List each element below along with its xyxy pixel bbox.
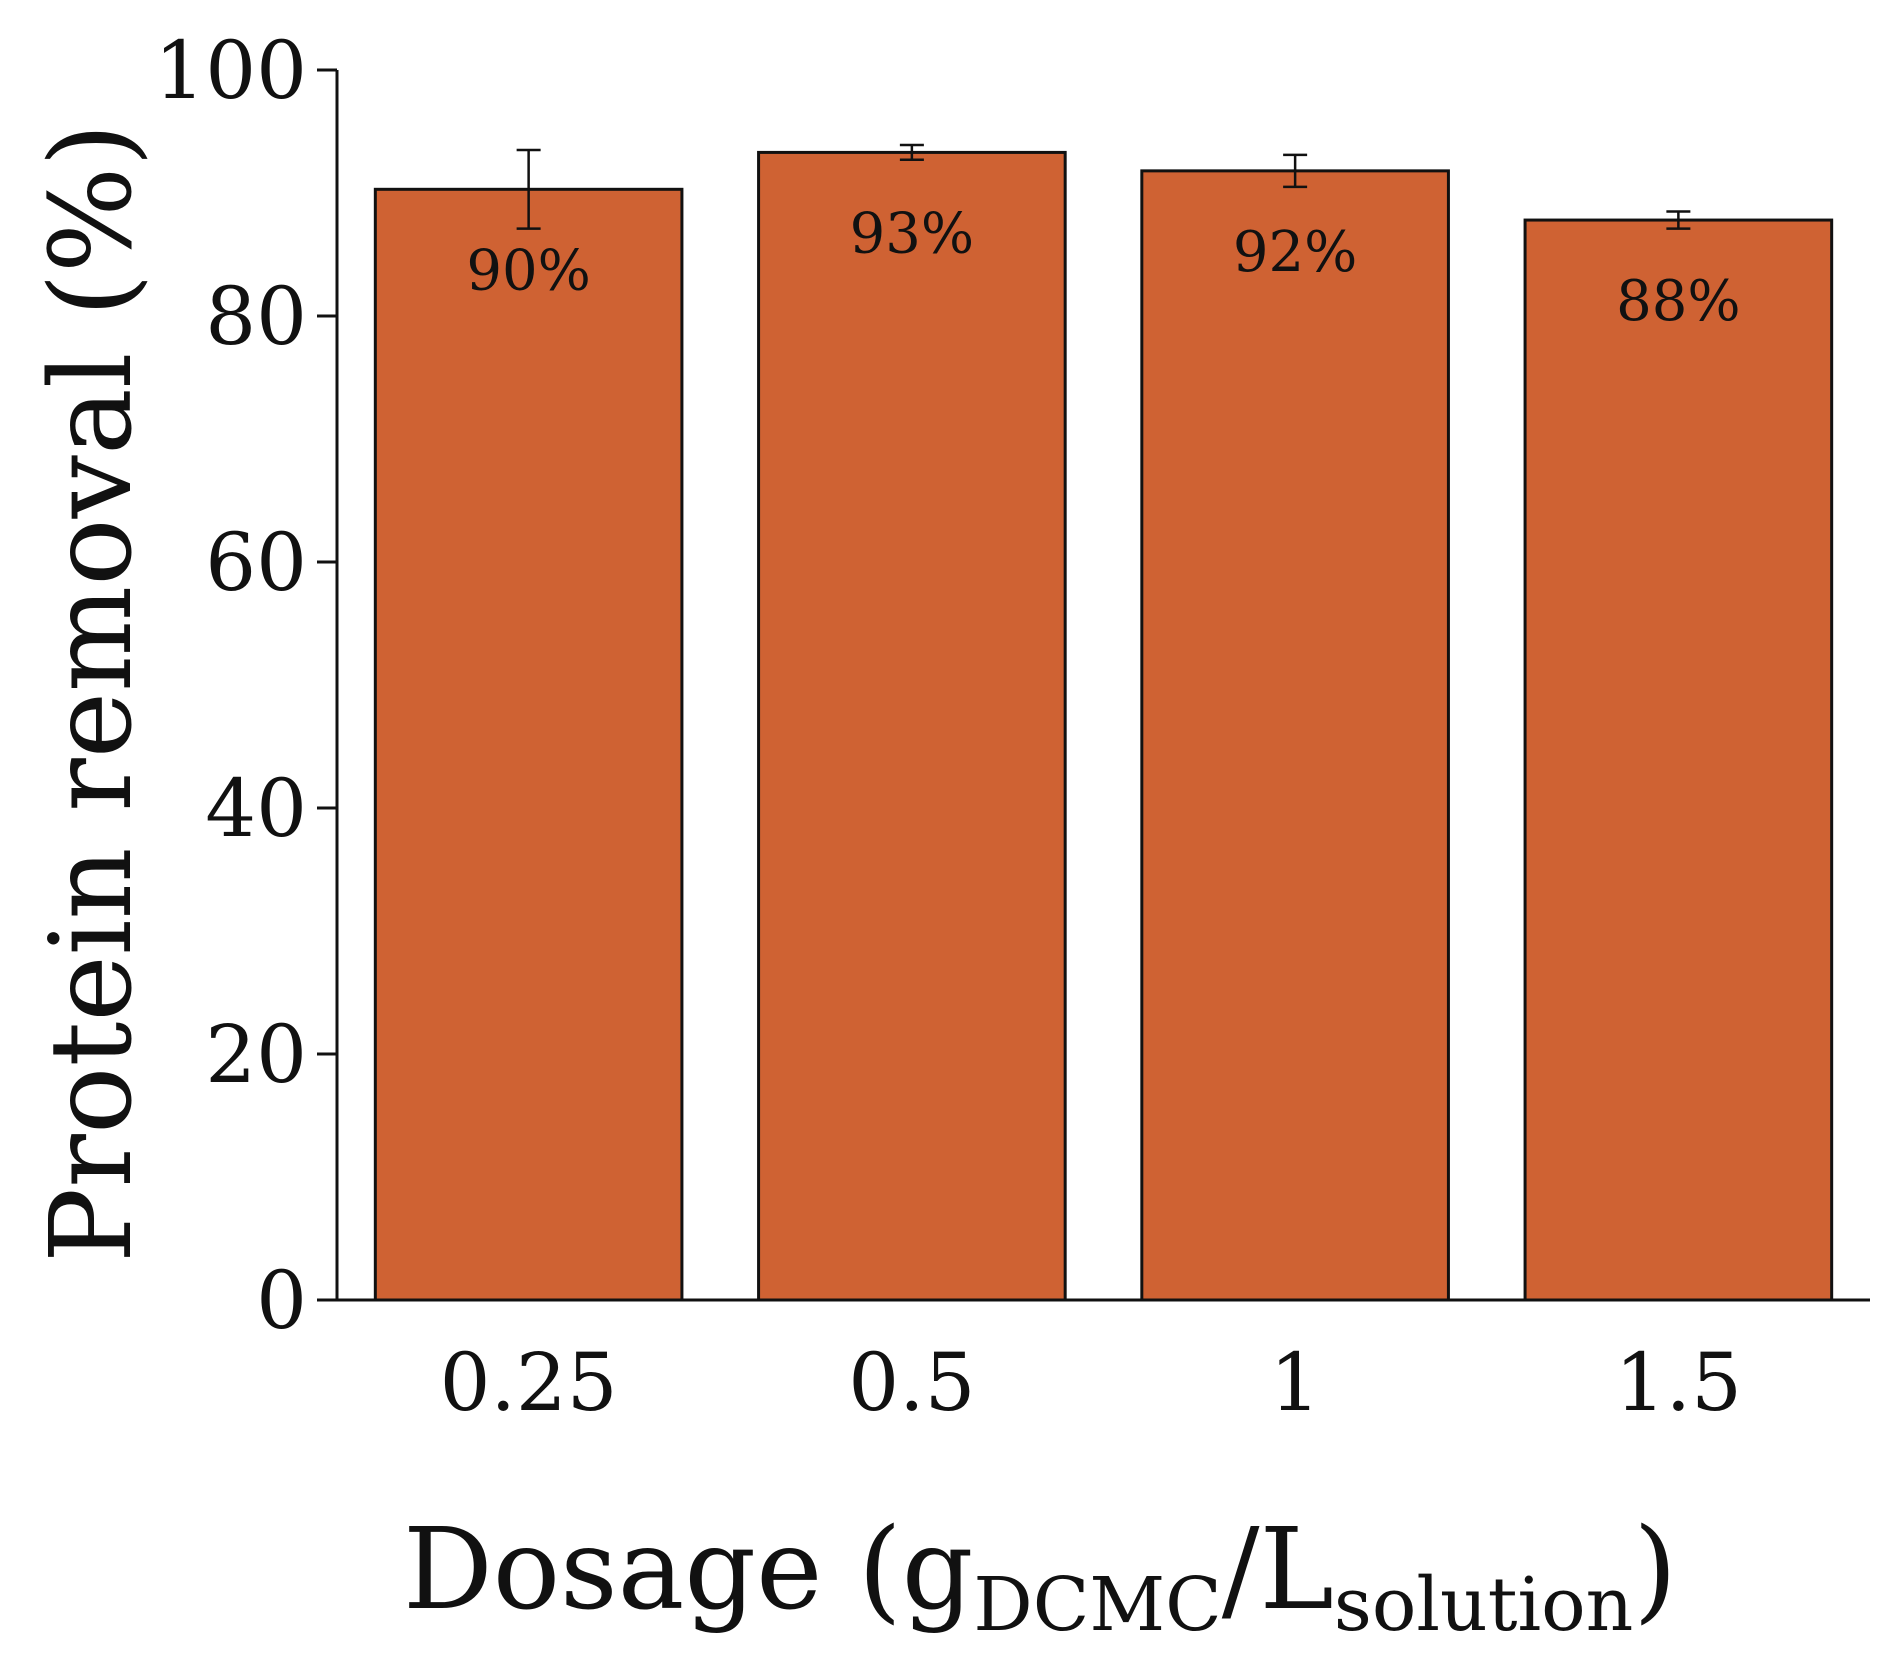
bar-0.5 (757, 150, 1067, 1302)
x-axis-label-sub-dcmc: DCMC (973, 1562, 1221, 1648)
x-axis-label-mid: /L (1222, 1505, 1334, 1635)
data-labels-group: 90% 93% 92% 88% (466, 201, 1740, 334)
data-label-1.5: 88% (1616, 269, 1740, 334)
error-bars-group (516, 143, 1691, 230)
y-tick-label: 100 (154, 24, 307, 117)
x-axis-label-main: Dosage (g (403, 1505, 973, 1635)
x-axis-label-end: ) (1633, 1505, 1677, 1635)
bar-1.5 (1523, 218, 1834, 1302)
x-tick-label: 1.5 (1615, 1336, 1742, 1429)
y-tick-label: 20 (205, 1008, 307, 1101)
bar-0.25 (373, 187, 684, 1302)
y-axis-label: Protein removal (%) (27, 123, 157, 1263)
x-ticks-group: 0.25 0.5 1 1.5 (440, 1336, 1742, 1429)
y-tick-label: 40 (205, 762, 307, 855)
y-tick-label: 0 (256, 1254, 307, 1347)
bars-group (373, 150, 1834, 1302)
x-tick-label: 1 (1270, 1336, 1321, 1429)
y-tick-label: 60 (205, 516, 307, 609)
data-label-1: 92% (1233, 220, 1357, 285)
bar-1 (1140, 169, 1450, 1302)
axes-group (335, 70, 1870, 1302)
y-tick-label: 80 (205, 270, 307, 363)
x-tick-label: 0.5 (848, 1336, 975, 1429)
data-label-0.25: 90% (466, 238, 590, 303)
data-label-0.5: 93% (850, 201, 974, 266)
x-tick-label: 0.25 (440, 1336, 618, 1429)
x-axis-label: Dosage (gDCMC/Lsolution) (403, 1505, 1677, 1648)
y-ticks-group: 0 20 40 60 80 100 (154, 24, 337, 1347)
x-axis-label-sub-solution: solution (1334, 1562, 1633, 1648)
